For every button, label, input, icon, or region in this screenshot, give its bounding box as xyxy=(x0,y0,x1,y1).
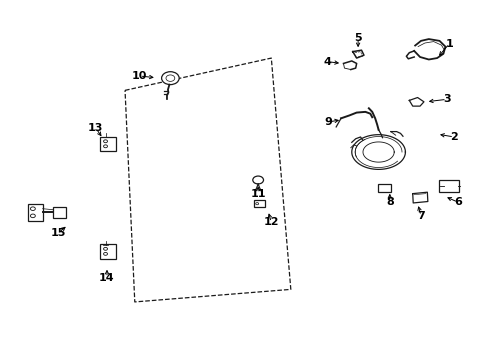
FancyBboxPatch shape xyxy=(100,244,116,258)
Circle shape xyxy=(30,214,35,218)
Circle shape xyxy=(161,72,179,85)
Text: 7: 7 xyxy=(416,211,424,221)
Text: 3: 3 xyxy=(442,94,450,104)
Text: 11: 11 xyxy=(250,189,265,199)
Text: 9: 9 xyxy=(324,117,332,127)
Text: 1: 1 xyxy=(445,39,452,49)
Text: 15: 15 xyxy=(50,228,66,238)
Text: 12: 12 xyxy=(263,217,279,227)
Text: 10: 10 xyxy=(132,71,147,81)
Text: 8: 8 xyxy=(385,197,393,207)
FancyBboxPatch shape xyxy=(377,184,390,192)
Circle shape xyxy=(103,247,107,250)
Text: 4: 4 xyxy=(323,57,331,67)
FancyBboxPatch shape xyxy=(438,180,458,192)
Circle shape xyxy=(165,75,174,81)
Text: 2: 2 xyxy=(449,132,457,142)
FancyBboxPatch shape xyxy=(253,200,265,207)
Circle shape xyxy=(255,203,258,205)
Circle shape xyxy=(252,176,263,184)
FancyBboxPatch shape xyxy=(28,204,43,221)
FancyBboxPatch shape xyxy=(100,136,116,151)
Circle shape xyxy=(103,252,107,255)
Circle shape xyxy=(103,145,107,148)
Text: 13: 13 xyxy=(88,123,103,133)
Text: 14: 14 xyxy=(99,273,115,283)
Circle shape xyxy=(103,140,107,143)
Text: 6: 6 xyxy=(453,197,461,207)
FancyBboxPatch shape xyxy=(53,207,66,218)
Circle shape xyxy=(30,207,35,211)
Text: 5: 5 xyxy=(354,33,361,43)
